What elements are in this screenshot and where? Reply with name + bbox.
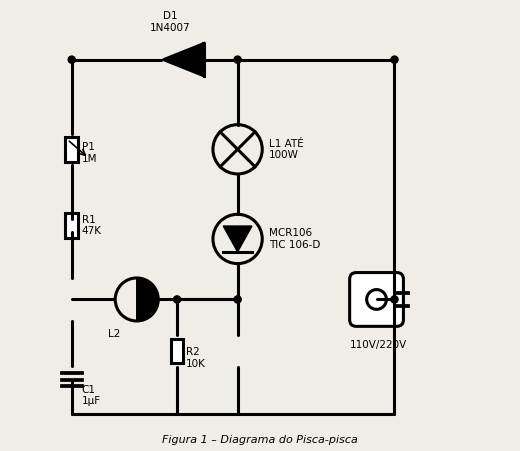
Polygon shape (223, 226, 252, 252)
Text: R2
10K: R2 10K (186, 347, 206, 368)
Circle shape (174, 296, 180, 303)
Bar (66, 137, 78, 161)
Text: C1
1µF: C1 1µF (82, 385, 101, 406)
Text: 110V/220V: 110V/220V (350, 340, 407, 350)
Text: D1
1N4007: D1 1N4007 (150, 11, 191, 33)
Circle shape (391, 296, 398, 303)
Circle shape (391, 56, 398, 63)
Text: P1
1M: P1 1M (82, 142, 97, 164)
Polygon shape (164, 44, 204, 76)
Text: MCR106
TIC 106-D: MCR106 TIC 106-D (269, 228, 320, 250)
FancyBboxPatch shape (349, 272, 404, 327)
Polygon shape (137, 278, 158, 321)
Circle shape (234, 296, 241, 303)
Circle shape (234, 56, 241, 63)
Bar (66, 213, 78, 238)
Text: L2: L2 (108, 329, 121, 339)
Text: L1 ATÉ
100W: L1 ATÉ 100W (269, 138, 304, 160)
Circle shape (68, 56, 75, 63)
Text: R1
47K: R1 47K (82, 215, 101, 236)
Text: Figura 1 – Diagrama do Pisca-pisca: Figura 1 – Diagrama do Pisca-pisca (162, 435, 358, 445)
Bar (171, 339, 184, 364)
